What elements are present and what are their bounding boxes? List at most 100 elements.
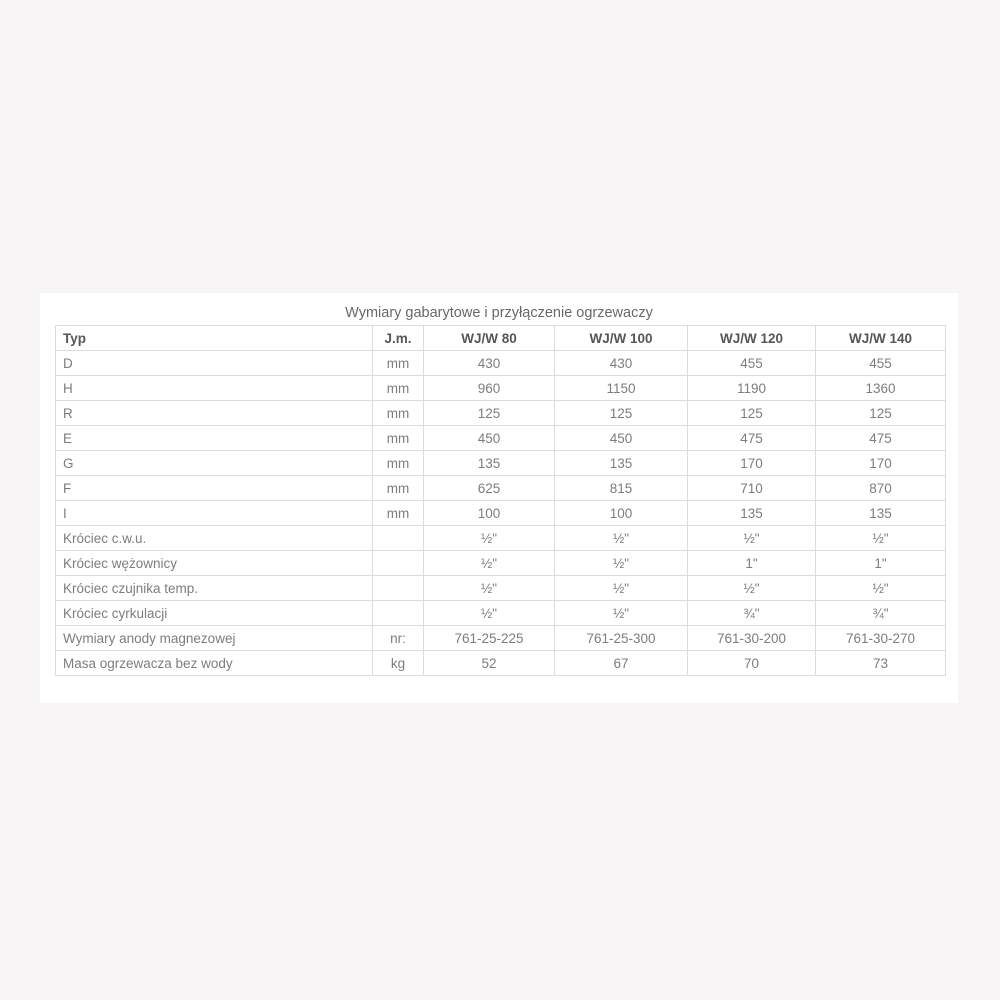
row-label: Masa ogrzewacza bez wody: [55, 650, 373, 676]
row-unit: [372, 575, 424, 601]
row-value: 100: [423, 500, 555, 526]
column-header: WJ/W 80: [423, 325, 555, 351]
row-value: 870: [815, 475, 946, 501]
row-value: 625: [423, 475, 555, 501]
row-value: 1360: [815, 375, 946, 401]
row-unit: mm: [372, 475, 424, 501]
spec-table: Typ J.m. WJ/W 80 WJ/W 100 WJ/W 120 WJ/W 140 D…: [55, 325, 946, 676]
row-label: F: [55, 475, 373, 501]
row-unit: mm: [372, 425, 424, 451]
row-value: 100: [554, 500, 688, 526]
header-row: Typ J.m. WJ/W 80 WJ/W 100 WJ/W 120 WJ/W 140: [55, 325, 946, 351]
row-label: Króciec wężownicy: [55, 550, 373, 576]
row-unit: nr:: [372, 625, 424, 651]
row-label: Króciec czujnika temp.: [55, 575, 373, 601]
table-row: Króciec c.w.u. ½" ½" ½" ½": [55, 525, 946, 551]
row-value: 170: [687, 450, 816, 476]
table-row: Wymiary anody magnezowej nr: 761-25-225 761…: [55, 625, 946, 651]
spec-card: Wymiary gabarytowe i przyłączenie ogrzew…: [40, 293, 958, 703]
row-unit: kg: [372, 650, 424, 676]
row-value: 70: [687, 650, 816, 676]
row-value: 67: [554, 650, 688, 676]
row-value: 455: [687, 350, 816, 376]
row-unit: mm: [372, 350, 424, 376]
column-header-label: Typ: [55, 325, 373, 351]
row-value: 761-25-300: [554, 625, 688, 651]
row-value: ¾": [687, 600, 816, 626]
row-value: 710: [687, 475, 816, 501]
row-value: 475: [815, 425, 946, 451]
row-value: 761-30-200: [687, 625, 816, 651]
row-value: ½": [554, 550, 688, 576]
row-value: 135: [554, 450, 688, 476]
row-label: Wymiary anody magnezowej: [55, 625, 373, 651]
row-value: 1150: [554, 375, 688, 401]
row-value: 125: [687, 400, 816, 426]
row-unit: [372, 550, 424, 576]
row-value: 125: [815, 400, 946, 426]
row-value: 761-30-270: [815, 625, 946, 651]
row-value: 170: [815, 450, 946, 476]
row-value: ½": [815, 525, 946, 551]
column-header: WJ/W 120: [687, 325, 816, 351]
row-value: 125: [554, 400, 688, 426]
row-value: ½": [687, 575, 816, 601]
row-value: 430: [554, 350, 688, 376]
column-header: J.m.: [372, 325, 424, 351]
row-value: 1": [687, 550, 816, 576]
table-row: Króciec czujnika temp. ½" ½" ½" ½": [55, 575, 946, 601]
spec-table-header: Typ J.m. WJ/W 80 WJ/W 100 WJ/W 120 WJ/W 140: [55, 325, 946, 351]
row-value: ½": [815, 575, 946, 601]
row-value: 52: [423, 650, 555, 676]
row-value: ½": [423, 525, 555, 551]
row-unit: mm: [372, 450, 424, 476]
row-label: I: [55, 500, 373, 526]
row-value: 450: [554, 425, 688, 451]
row-value: ½": [687, 525, 816, 551]
row-label: H: [55, 375, 373, 401]
row-value: ½": [423, 550, 555, 576]
column-header: WJ/W 100: [554, 325, 688, 351]
table-row: Masa ogrzewacza bez wody kg 52 67 70 73: [55, 650, 946, 676]
row-value: ½": [554, 600, 688, 626]
row-unit: mm: [372, 500, 424, 526]
row-unit: [372, 600, 424, 626]
row-value: ½": [423, 600, 555, 626]
row-value: 960: [423, 375, 555, 401]
row-value: 475: [687, 425, 816, 451]
row-value: 455: [815, 350, 946, 376]
column-header: WJ/W 140: [815, 325, 946, 351]
table-row: Króciec wężownicy ½" ½" 1" 1": [55, 550, 946, 576]
row-value: 815: [554, 475, 688, 501]
row-value: 135: [815, 500, 946, 526]
row-value: 1": [815, 550, 946, 576]
row-label: E: [55, 425, 373, 451]
row-unit: mm: [372, 400, 424, 426]
table-row: Króciec cyrkulacji ½" ½" ¾" ¾": [55, 600, 946, 626]
row-unit: mm: [372, 375, 424, 401]
table-title: Wymiary gabarytowe i przyłączenie ogrzew…: [345, 305, 653, 321]
row-value: 135: [687, 500, 816, 526]
row-value: 761-25-225: [423, 625, 555, 651]
row-label: D: [55, 350, 373, 376]
row-value: ½": [423, 575, 555, 601]
row-unit: [372, 525, 424, 551]
row-value: ½": [554, 575, 688, 601]
row-value: 135: [423, 450, 555, 476]
row-label: Króciec cyrkulacji: [55, 600, 373, 626]
row-label: R: [55, 400, 373, 426]
row-value: 1190: [687, 375, 816, 401]
row-value: 430: [423, 350, 555, 376]
row-value: ½": [554, 525, 688, 551]
row-value: 450: [423, 425, 555, 451]
row-label: G: [55, 450, 373, 476]
row-label: Króciec c.w.u.: [55, 525, 373, 551]
